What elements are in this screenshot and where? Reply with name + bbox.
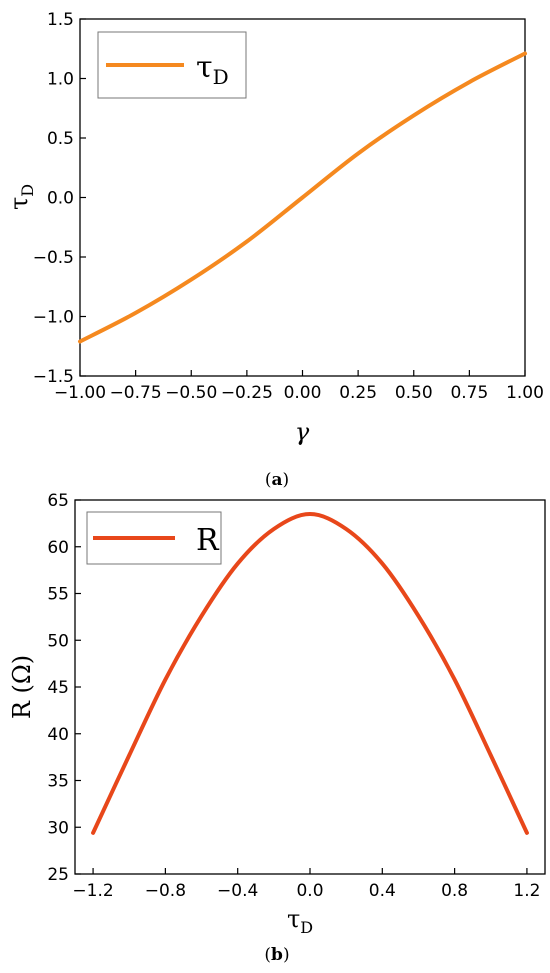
chart-b-series-line bbox=[91, 512, 529, 835]
chart-b-legend: R bbox=[86, 511, 222, 565]
svg-text:τD: τD bbox=[5, 184, 37, 210]
chart-a-x-tick-label: 0.25 bbox=[339, 383, 377, 403]
chart-a-legend-label-sub: D bbox=[213, 65, 229, 89]
chart-b-xlabel-sub: D bbox=[300, 918, 313, 937]
chart-a-y-tick-label: −1.0 bbox=[33, 308, 74, 328]
chart-a-legend-label-main: τ bbox=[196, 50, 213, 85]
chart-a-ticks: −1.00 −0.75 −0.50 −0.25 0.00 0.25 0.50 0.75 1.00… bbox=[33, 10, 544, 403]
chart-a-x-tick-label: 0.75 bbox=[450, 383, 488, 403]
chart-b-panel-label: (b) bbox=[264, 945, 289, 965]
chart-b: −1.2 −0.8 −0.4 0.0 0.4 0.8 1.2 25 30 35 40 45 50 55 60… bbox=[8, 491, 546, 965]
chart-a-panel-label: (a) bbox=[265, 470, 289, 490]
chart-b-y-tick-label: 30 bbox=[47, 818, 69, 838]
chart-b-y-tick-label: 40 bbox=[47, 725, 69, 745]
chart-a-y-tick-label: 1.0 bbox=[47, 70, 74, 90]
chart-a-series-line bbox=[78, 51, 527, 344]
chart-a-ylabel: τD bbox=[5, 184, 37, 210]
chart-a-x-tick-label: 0.50 bbox=[395, 383, 433, 403]
chart-a-x-tick-label: −1.00 bbox=[54, 383, 106, 403]
chart-b-xlabel: τD bbox=[287, 905, 313, 937]
chart-b-legend-label: R bbox=[196, 523, 220, 558]
chart-a-y-tick-label: 1.5 bbox=[47, 10, 74, 30]
chart-a-x-tick-label: −0.75 bbox=[110, 383, 162, 403]
chart-a-xlabel: γ bbox=[295, 418, 310, 446]
chart-b-x-tick-label: −1.2 bbox=[72, 881, 113, 901]
chart-a-y-tick-label: −0.5 bbox=[33, 248, 74, 268]
chart-a-x-tick-label: 0.00 bbox=[284, 383, 322, 403]
chart-b-x-tick-label: 0.4 bbox=[369, 881, 396, 901]
chart-b-ylabel: R (Ω) bbox=[8, 655, 36, 719]
chart-b-x-tick-label: 0.0 bbox=[296, 881, 323, 901]
chart-b-y-tick-label: 25 bbox=[47, 865, 69, 885]
chart-a: −1.00 −0.75 −0.50 −0.25 0.00 0.25 0.50 0.75 1.00… bbox=[5, 10, 544, 490]
chart-b-y-tick-label: 45 bbox=[47, 678, 69, 698]
chart-a-legend-label: τD bbox=[196, 50, 229, 89]
chart-a-x-tick-label: 1.00 bbox=[506, 383, 544, 403]
chart-b-x-tick-label: 1.2 bbox=[513, 881, 540, 901]
chart-a-y-tick-label: 0.5 bbox=[47, 129, 74, 149]
chart-a-x-tick-label: −0.50 bbox=[165, 383, 217, 403]
chart-b-xlabel-main: τ bbox=[287, 905, 300, 933]
chart-a-y-tick-label: 0.0 bbox=[47, 189, 74, 209]
chart-a-y-tick-label: −1.5 bbox=[33, 367, 74, 387]
chart-b-y-tick-label: 65 bbox=[47, 491, 69, 511]
chart-b-y-tick-label: 55 bbox=[47, 585, 69, 605]
svg-text:R (Ω): R (Ω) bbox=[8, 655, 36, 719]
chart-a-legend: τD bbox=[97, 31, 247, 99]
chart-b-x-tick-label: −0.8 bbox=[145, 881, 186, 901]
chart-b-y-tick-label: 35 bbox=[47, 772, 69, 792]
chart-b-ticks: −1.2 −0.8 −0.4 0.0 0.4 0.8 1.2 25 30 35 40 45 50 55 60… bbox=[47, 491, 540, 901]
chart-b-x-tick-label: −0.4 bbox=[217, 881, 258, 901]
chart-a-x-tick-label: −0.25 bbox=[221, 383, 273, 403]
chart-a-ylabel-main: τ bbox=[5, 197, 33, 210]
chart-a-ylabel-sub: D bbox=[18, 184, 37, 197]
chart-b-y-tick-label: 50 bbox=[47, 631, 69, 651]
chart-b-x-tick-label: 0.8 bbox=[441, 881, 468, 901]
chart-b-y-tick-label: 60 bbox=[47, 538, 69, 558]
